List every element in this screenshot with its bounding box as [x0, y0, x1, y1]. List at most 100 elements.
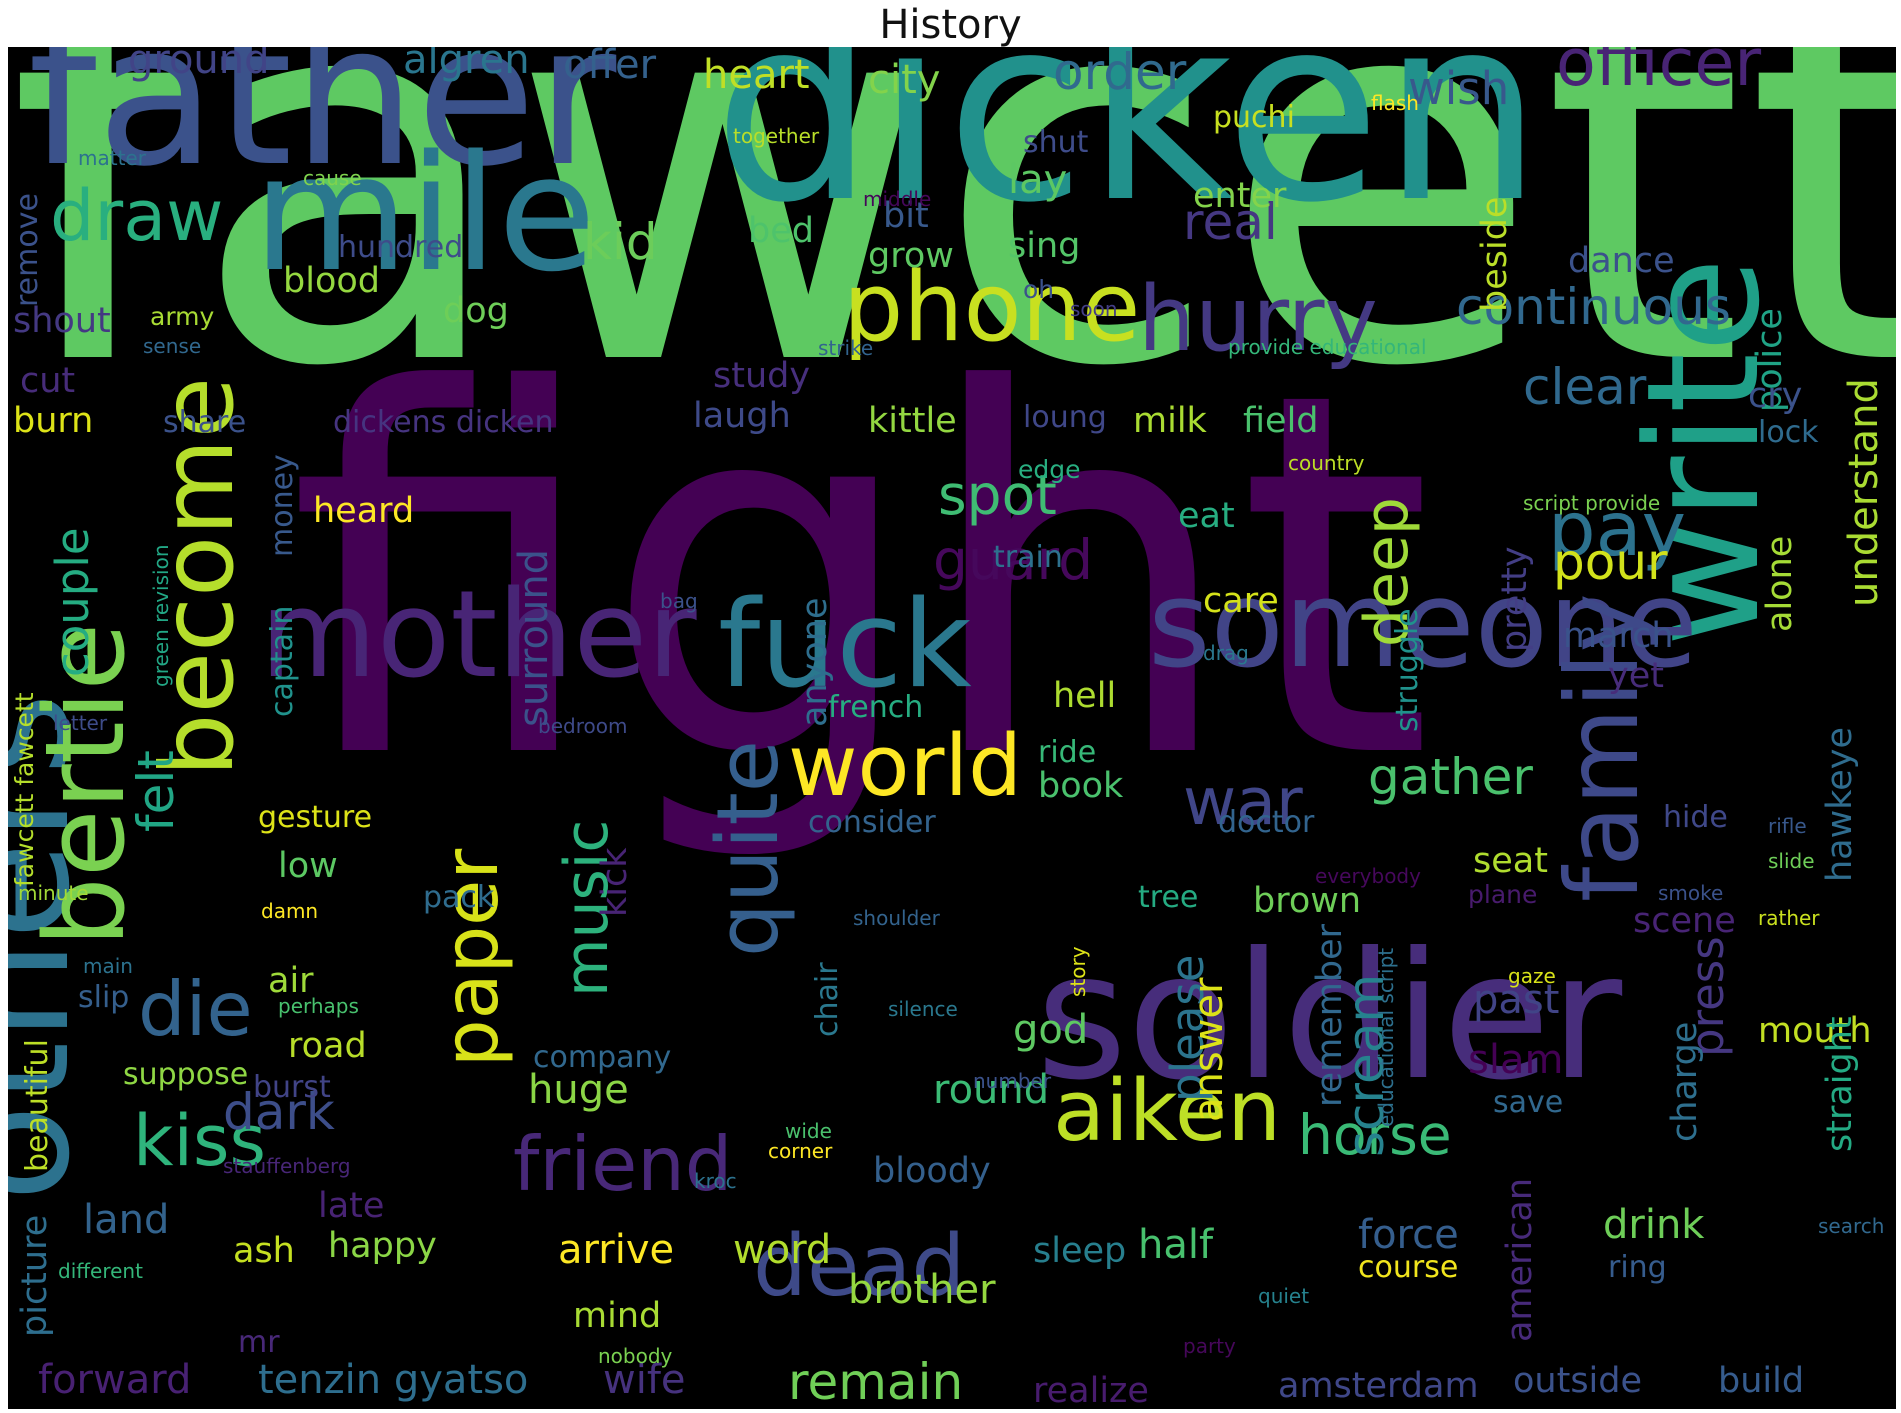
word-late: late: [318, 1186, 385, 1226]
word-educational-script: educational script: [1374, 947, 1398, 1127]
word-hell: hell: [1053, 676, 1117, 716]
word-soldier: soldier: [1036, 916, 1623, 1119]
word-slam: slam: [1468, 1037, 1564, 1083]
word-beautiful: beautiful: [19, 1039, 55, 1172]
word-aiken: aiken: [1053, 1062, 1282, 1161]
word-die: die: [138, 965, 253, 1053]
word-build: build: [1718, 1361, 1805, 1401]
word-cut: cut: [20, 361, 76, 401]
word-picture: picture: [15, 1214, 56, 1337]
word-fuck: fuck: [718, 576, 972, 715]
word-continuous: continuous: [1456, 278, 1731, 336]
word-dickens-dicken: dickens dicken: [333, 405, 554, 440]
word-shoulder: shoulder: [853, 906, 940, 930]
word-puchi: puchi: [1213, 100, 1295, 135]
word-mile: mile: [253, 120, 597, 307]
word-damn: damn: [261, 899, 319, 923]
word-answer: answer: [1186, 977, 1232, 1122]
word-understand: understand: [1841, 378, 1887, 607]
word-wife: wife: [603, 1357, 686, 1403]
word-script-provide: script provide: [1523, 491, 1661, 515]
word-hundred: hundred: [338, 230, 464, 265]
word-someone: someone: [1148, 556, 1698, 695]
word-world: world: [788, 717, 1023, 816]
word-cry: cry: [1748, 376, 1803, 416]
word-slide: slide: [1768, 849, 1815, 873]
word-kick: kick: [595, 847, 636, 917]
word-number: number: [973, 1069, 1052, 1093]
word-remove: remove: [9, 193, 45, 307]
word-fawcett-fawcett: fawcett fawcett: [9, 692, 39, 887]
word-gather: gather: [1368, 748, 1533, 806]
word-grow: grow: [868, 236, 954, 276]
word-half: half: [1138, 1222, 1214, 1268]
word-train: train: [993, 540, 1063, 575]
word-hawkeye: hawkeye: [1820, 726, 1861, 882]
word-hide: hide: [1663, 800, 1728, 835]
word-story: story: [1066, 946, 1090, 997]
word-phone: phone: [843, 253, 1141, 363]
word-american: american: [1500, 1177, 1541, 1342]
word-shout: shout: [13, 301, 111, 341]
word-heard: heard: [313, 491, 415, 531]
word-dicken: dicken: [713, 47, 1543, 260]
word-order: order: [1053, 47, 1187, 101]
word-burst: burst: [253, 1070, 331, 1105]
word-fawcett: fawcett: [8, 47, 1896, 480]
word-slip: slip: [78, 980, 130, 1015]
word-brother: brother: [848, 1267, 996, 1313]
word-scene: scene: [1633, 901, 1736, 941]
word-bedroom: bedroom: [538, 714, 628, 738]
word-kid: kid: [583, 213, 658, 271]
word-letter: letter: [53, 711, 108, 735]
word-hurry: hurry: [1138, 267, 1378, 372]
word-rather: rather: [1758, 906, 1820, 930]
word-yet: yet: [1608, 656, 1664, 696]
word-field: field: [1243, 401, 1319, 441]
word-ground: ground: [128, 47, 270, 83]
word-kiss: kiss: [133, 1100, 266, 1182]
word-remember: remember: [1310, 923, 1351, 1107]
word-force: force: [1358, 1212, 1459, 1258]
word-lock: lock: [1758, 415, 1819, 450]
word-doctor: doctor: [1218, 805, 1315, 840]
word-course: course: [1358, 1250, 1459, 1285]
word-suppose: suppose: [123, 1057, 249, 1092]
word-sense: sense: [143, 334, 202, 358]
word-loung: loung: [1023, 400, 1107, 435]
word-study: study: [713, 356, 811, 396]
word-pay: pay: [1548, 485, 1686, 573]
word-remain: remain: [788, 1353, 964, 1409]
word-soon: soon: [1070, 297, 1118, 321]
word-matter: matter: [78, 146, 146, 170]
word-land: land: [83, 1197, 170, 1243]
word-quiet: quiet: [1258, 1284, 1310, 1308]
word-captain: captain: [264, 605, 300, 717]
word-horse: horse: [1298, 1103, 1452, 1167]
word-eat: eat: [1178, 496, 1235, 536]
word-together: together: [733, 124, 820, 148]
word-sing: sing: [1008, 226, 1081, 266]
word-bag: bag: [660, 589, 698, 613]
word-wish: wish: [1408, 62, 1510, 115]
word-share: share: [163, 405, 247, 440]
word-flash: flash: [1371, 91, 1419, 115]
word-real: real: [1183, 193, 1278, 251]
word-air: air: [268, 961, 314, 1001]
word-corner: corner: [768, 1139, 833, 1163]
word-burn: burn: [13, 401, 94, 441]
word-mind: mind: [573, 1296, 662, 1336]
word-save: save: [1493, 1085, 1564, 1120]
word-round: round: [933, 1067, 1050, 1113]
word-main: main: [83, 954, 133, 978]
word-bed: bed: [748, 211, 814, 251]
word-french: french: [828, 690, 924, 725]
word-realize: realize: [1033, 1371, 1149, 1409]
word-tenzin-gyatso: tenzin gyatso: [258, 1357, 529, 1403]
word-ride: ride: [1038, 735, 1097, 770]
word-charge: charge: [1665, 1021, 1706, 1142]
word-city: city: [868, 57, 941, 103]
word-company: company: [533, 1040, 672, 1075]
word-brown: brown: [1253, 881, 1362, 921]
word-search: search: [1818, 1214, 1885, 1238]
